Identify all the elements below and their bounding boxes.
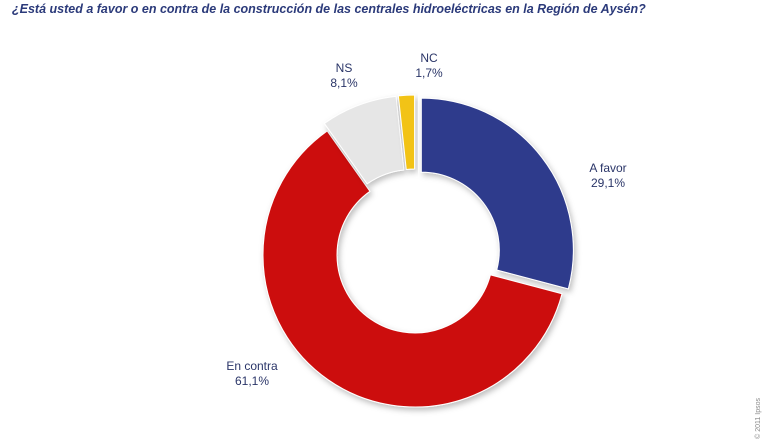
slice-value-en-contra: 61,1% <box>235 374 269 388</box>
slice-label-en-contra: En contra <box>226 359 278 373</box>
copyright-text: © 2011 Ipsos <box>755 398 762 439</box>
slice-value-ns: 8,1% <box>330 76 358 90</box>
slice-label-ns: NS <box>336 61 353 75</box>
slice-nc <box>397 94 416 171</box>
slice-value-a-favor: 29,1% <box>591 176 625 190</box>
chart-title: ¿Está usted a favor o en contra de la co… <box>12 2 646 16</box>
slice-label-a-favor: A favor <box>589 161 626 175</box>
slice-en-contra <box>262 130 563 408</box>
slice-a-favor <box>420 97 574 290</box>
slice-label-nc: NC <box>420 51 438 65</box>
slice-ns <box>323 95 405 185</box>
slice-value-nc: 1,7% <box>415 66 443 80</box>
